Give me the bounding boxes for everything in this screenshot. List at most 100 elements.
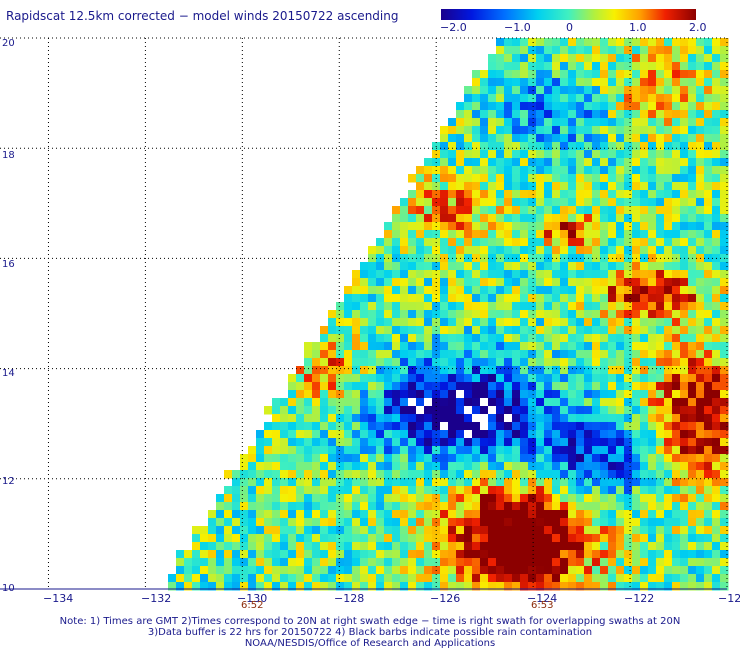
data-cell <box>312 462 321 471</box>
data-cell <box>640 94 649 103</box>
data-cell <box>616 166 625 175</box>
data-cell <box>496 486 505 495</box>
data-cell <box>392 390 401 399</box>
data-cell <box>456 390 465 399</box>
data-cell <box>440 150 449 159</box>
data-cell <box>608 430 617 439</box>
data-cell <box>696 518 705 527</box>
data-cell <box>624 422 633 431</box>
data-cell <box>616 518 625 527</box>
data-cell <box>536 478 545 487</box>
data-cell <box>288 374 297 383</box>
data-cell <box>232 566 241 575</box>
data-cell <box>440 374 449 383</box>
data-cell <box>568 270 577 279</box>
data-cell <box>720 262 729 271</box>
data-cell <box>608 206 617 215</box>
data-cell <box>704 206 713 215</box>
data-cell <box>440 230 449 239</box>
data-cell <box>464 174 473 183</box>
data-cell <box>704 566 713 575</box>
data-cell <box>536 382 545 391</box>
data-cell <box>392 518 401 527</box>
data-cell <box>528 454 537 463</box>
data-cell <box>544 174 553 183</box>
data-cell <box>608 46 617 55</box>
data-cell <box>568 382 577 391</box>
data-cell <box>400 374 409 383</box>
data-cell <box>584 398 593 407</box>
data-cell <box>264 446 273 455</box>
data-cell <box>624 246 633 255</box>
data-cell <box>680 166 689 175</box>
data-cell <box>480 566 489 575</box>
data-cell <box>712 430 721 439</box>
data-cell <box>248 542 257 551</box>
data-cell <box>608 278 617 287</box>
data-cell <box>632 478 641 487</box>
data-cell <box>336 486 345 495</box>
data-cell <box>424 334 433 343</box>
data-cell <box>400 326 409 335</box>
data-cell <box>320 582 329 591</box>
data-cell <box>312 390 321 399</box>
data-cell <box>456 542 465 551</box>
data-cell <box>424 318 433 327</box>
data-cell <box>648 430 657 439</box>
data-cell <box>640 398 649 407</box>
data-cell <box>720 198 729 207</box>
data-cell <box>528 526 537 535</box>
data-cell <box>264 542 273 551</box>
data-cell <box>712 270 721 279</box>
data-cell <box>448 398 457 407</box>
data-cell <box>680 486 689 495</box>
data-cell <box>552 390 561 399</box>
data-cell <box>592 198 601 207</box>
data-cell <box>336 390 345 399</box>
data-cell <box>704 358 713 367</box>
data-cell <box>464 294 473 303</box>
data-cell <box>296 534 305 543</box>
data-cell <box>312 422 321 431</box>
data-cell <box>528 566 537 575</box>
data-cell <box>384 526 393 535</box>
data-cell <box>552 486 561 495</box>
data-cell <box>464 230 473 239</box>
data-cell <box>544 286 553 295</box>
data-cell <box>720 366 729 375</box>
data-cell <box>296 422 305 431</box>
data-cell <box>480 358 489 367</box>
data-cell <box>440 558 449 567</box>
data-cell <box>696 150 705 159</box>
data-cell <box>512 86 521 95</box>
data-cell <box>336 318 345 327</box>
data-cell <box>616 86 625 95</box>
data-cell <box>504 62 513 71</box>
data-cell <box>192 526 201 535</box>
data-cell <box>560 478 569 487</box>
data-cell <box>584 526 593 535</box>
data-cell <box>688 190 697 199</box>
data-cell <box>560 414 569 423</box>
data-cell <box>592 558 601 567</box>
data-cell <box>520 238 529 247</box>
data-cell <box>376 518 385 527</box>
data-cell <box>544 158 553 167</box>
data-cell <box>704 270 713 279</box>
data-cell <box>328 358 337 367</box>
data-cell <box>696 222 705 231</box>
data-cell <box>208 526 217 535</box>
data-cell <box>600 78 609 87</box>
data-cell <box>640 294 649 303</box>
data-cell <box>560 198 569 207</box>
data-cell <box>320 366 329 375</box>
data-cell <box>576 414 585 423</box>
data-cell <box>568 574 577 583</box>
data-cell <box>592 478 601 487</box>
data-cell <box>592 126 601 135</box>
data-cell <box>448 158 457 167</box>
data-cell <box>488 374 497 383</box>
data-cell <box>712 158 721 167</box>
data-cell <box>648 550 657 559</box>
data-cell <box>288 518 297 527</box>
